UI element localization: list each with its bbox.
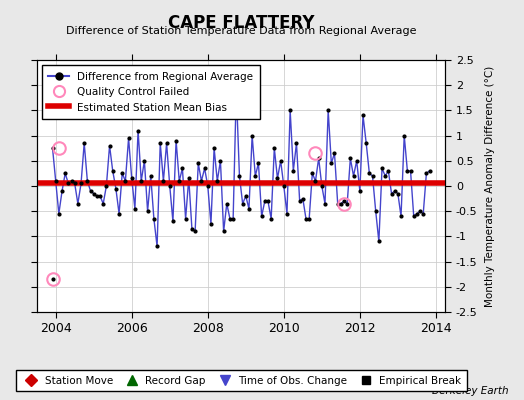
Text: Difference of Station Temperature Data from Regional Average: Difference of Station Temperature Data f… xyxy=(66,26,416,36)
Y-axis label: Monthly Temperature Anomaly Difference (°C): Monthly Temperature Anomaly Difference (… xyxy=(485,65,495,307)
Text: CAPE FLATTERY: CAPE FLATTERY xyxy=(168,14,314,32)
Legend: Difference from Regional Average, Quality Control Failed, Estimated Station Mean: Difference from Regional Average, Qualit… xyxy=(42,65,259,119)
Legend: Station Move, Record Gap, Time of Obs. Change, Empirical Break: Station Move, Record Gap, Time of Obs. C… xyxy=(16,370,467,391)
Text: Berkeley Earth: Berkeley Earth xyxy=(432,386,508,396)
